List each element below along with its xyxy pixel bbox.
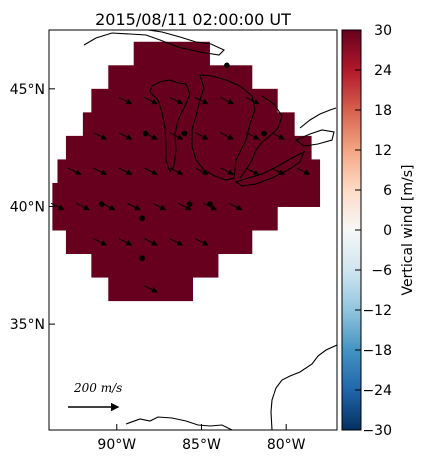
wind-vector-arrow <box>152 202 167 211</box>
wind-field-row <box>91 88 278 113</box>
wind-field-row <box>108 65 253 90</box>
wind-vector-arrow <box>118 132 133 140</box>
wind-vector-arrow <box>220 96 235 105</box>
wind-vector-arrow <box>194 167 209 175</box>
atlantic-coast <box>270 344 337 430</box>
wind-vector-arrow <box>194 132 209 140</box>
georgian-bay-shore <box>239 95 283 179</box>
ontario-north-shore <box>299 107 337 129</box>
wind-vector-arrow <box>93 167 108 175</box>
lake-michigan-shore <box>149 79 191 174</box>
y-axis-ticks: 45°N 40°N 35°N <box>10 82 55 333</box>
site-marker <box>207 201 213 207</box>
wind-field-row <box>65 135 312 160</box>
colorbar-label: Vertical wind [m/s] <box>400 165 416 296</box>
wind-vector-arrow <box>220 167 235 175</box>
colorbar-ticks: 30 24 18 12 6 0 −6 −12 −18 −24 −30 <box>355 23 392 439</box>
lake-erie-shore <box>234 150 306 187</box>
wind-vector-arrow <box>245 96 260 105</box>
map-frame <box>48 29 338 431</box>
site-marker <box>224 62 230 69</box>
lake-huron-shore <box>191 74 256 181</box>
site-marker <box>186 201 193 207</box>
colorbar-tick-label: 30 <box>374 23 392 39</box>
wind-vector-arrow <box>144 96 158 105</box>
colorbar-tick-label: 6 <box>383 183 392 199</box>
y-tick-label: 45°N <box>10 82 45 98</box>
colorbar-tick-label: 24 <box>374 63 392 79</box>
wind-vector-arrow <box>169 132 184 140</box>
colorbar-tick-label: 0 <box>383 223 392 239</box>
wind-vector-arrow <box>228 202 243 211</box>
wind-vector-arrow <box>118 238 133 246</box>
wind-field-row <box>65 230 253 255</box>
wind-vector-arrow <box>118 96 133 105</box>
wind-field <box>52 41 321 302</box>
wind-vector-arrow <box>50 202 65 211</box>
wind-field-row <box>52 182 321 207</box>
site-marker <box>261 130 267 137</box>
wind-vector-arrow <box>67 167 82 175</box>
site-markers <box>98 62 267 262</box>
wind-field-row <box>57 159 321 184</box>
wind-vector-arrow <box>296 167 311 175</box>
x-tick-label: 90°W <box>97 437 136 453</box>
wind-vector-arrow <box>144 238 158 246</box>
wind-field-row <box>82 112 295 137</box>
wind-vector-arrow <box>178 202 192 211</box>
wind-vector-arrow <box>245 132 260 140</box>
colorbar-tick-label: 12 <box>374 143 392 159</box>
site-marker <box>142 130 149 137</box>
wind-vectors <box>50 96 311 293</box>
colorbar-tick-label: −30 <box>362 423 392 439</box>
gulf-coast <box>125 416 233 430</box>
colorbar: 30 24 18 12 6 0 −6 −12 −18 −24 −30 Vertical wind [… <box>341 23 416 439</box>
site-marker <box>139 215 145 222</box>
wind-vector-arrow <box>118 167 133 175</box>
wind-vector-arrow <box>93 238 108 246</box>
wind-field-row <box>91 253 219 278</box>
y-tick-label: 40°N <box>10 199 45 215</box>
wind-vector-arrow <box>271 167 285 175</box>
site-marker <box>139 255 145 262</box>
wind-field-row <box>133 41 210 66</box>
wind-vector-arrow <box>144 285 158 293</box>
colorbar-tick-label: −6 <box>371 263 392 279</box>
wind-field-row <box>52 206 278 231</box>
y-tick-label: 35°N <box>10 317 45 333</box>
wind-vector-arrow <box>271 132 285 140</box>
site-marker <box>98 201 105 207</box>
site-marker <box>181 130 188 137</box>
reference-vector: 200 m/s <box>68 381 122 412</box>
chart-title: 2015/08/11 02:00:00 UT <box>95 10 291 29</box>
wind-vector-arrow <box>127 202 141 211</box>
lake-ontario-shore <box>294 129 335 147</box>
wind-vector-arrow <box>245 167 260 175</box>
reference-vector-label: 200 m/s <box>73 381 122 395</box>
coastlines <box>83 30 337 430</box>
wind-vector-arrow <box>76 202 91 211</box>
lake-superior-shore <box>83 30 225 56</box>
colorbar-tick-label: −18 <box>362 343 392 359</box>
wind-vector-arrow <box>220 132 235 140</box>
wind-vector-arrow <box>169 238 184 246</box>
x-tick-label: 85°W <box>182 437 221 453</box>
x-axis-ticks: 90°W 85°W 80°W <box>97 424 306 453</box>
colorbar-tick-label: −24 <box>362 383 392 399</box>
x-tick-label: 80°W <box>267 437 306 453</box>
wind-vector-arrow <box>93 132 108 140</box>
wind-vector-arrow <box>144 167 158 175</box>
colorbar-tick-label: 18 <box>374 103 392 119</box>
wind-vector-arrow <box>169 167 184 175</box>
wind-vector-arrow <box>194 96 209 105</box>
wind-vector-arrow <box>169 96 184 105</box>
colorbar-tick-label: −12 <box>362 303 392 319</box>
map-area: 200 m/s <box>50 30 337 430</box>
wind-vector-arrow <box>194 238 209 246</box>
